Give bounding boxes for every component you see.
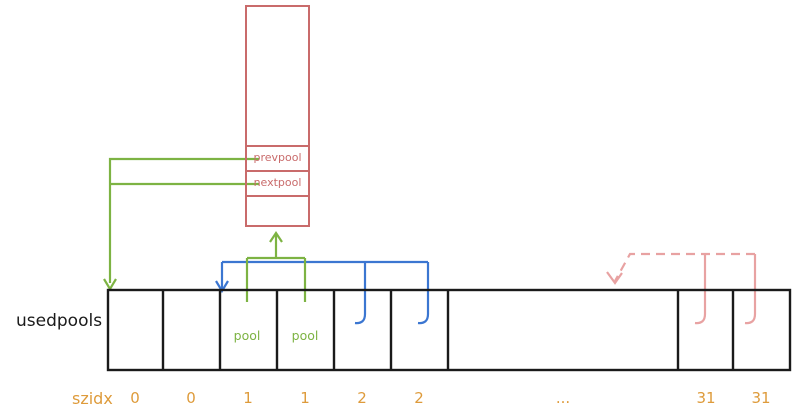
szidx-value: 2 — [357, 389, 367, 407]
pool-pointer-group — [103, 157, 307, 302]
pool-cell-label: pool — [291, 328, 319, 343]
szidx31-arrowhead — [606, 271, 623, 285]
szidx-value: 31 — [751, 389, 771, 407]
usedpools-array — [106, 288, 792, 372]
prevpool-label: prevpool — [253, 151, 302, 164]
szidx-value: 2 — [414, 389, 424, 407]
szidx2-cell-a-pointer-line — [354, 262, 367, 325]
szidx31-dashed-link-line — [614, 252, 755, 282]
szidx2-pointer-group — [215, 260, 430, 325]
usedpools-label: usedpools — [16, 311, 103, 331]
pool-box-outline — [245, 5, 310, 227]
pool-struct-box — [245, 5, 310, 227]
szidx31-pointer-group — [606, 252, 757, 325]
szidx-value: 0 — [130, 389, 140, 407]
szidx-value: 0 — [186, 389, 196, 407]
pool-cell-label: pool — [233, 328, 261, 343]
szidx-value: 1 — [243, 389, 253, 407]
szidx-label: szidx — [72, 389, 113, 408]
szidx-value: 1 — [300, 389, 310, 407]
prevpool-pointer-line — [108, 157, 259, 283]
pool-up-arrowhead — [269, 231, 283, 243]
szidx-value: 31 — [696, 389, 716, 407]
szidx2-cell-b-pointer-line — [417, 262, 430, 325]
szidx-value: ... — [555, 389, 571, 407]
szidx31-cell-b-pointer-line — [744, 254, 757, 325]
nextpool-label: nextpool — [253, 176, 302, 189]
szidx31-cell-a-pointer-line — [694, 254, 707, 325]
